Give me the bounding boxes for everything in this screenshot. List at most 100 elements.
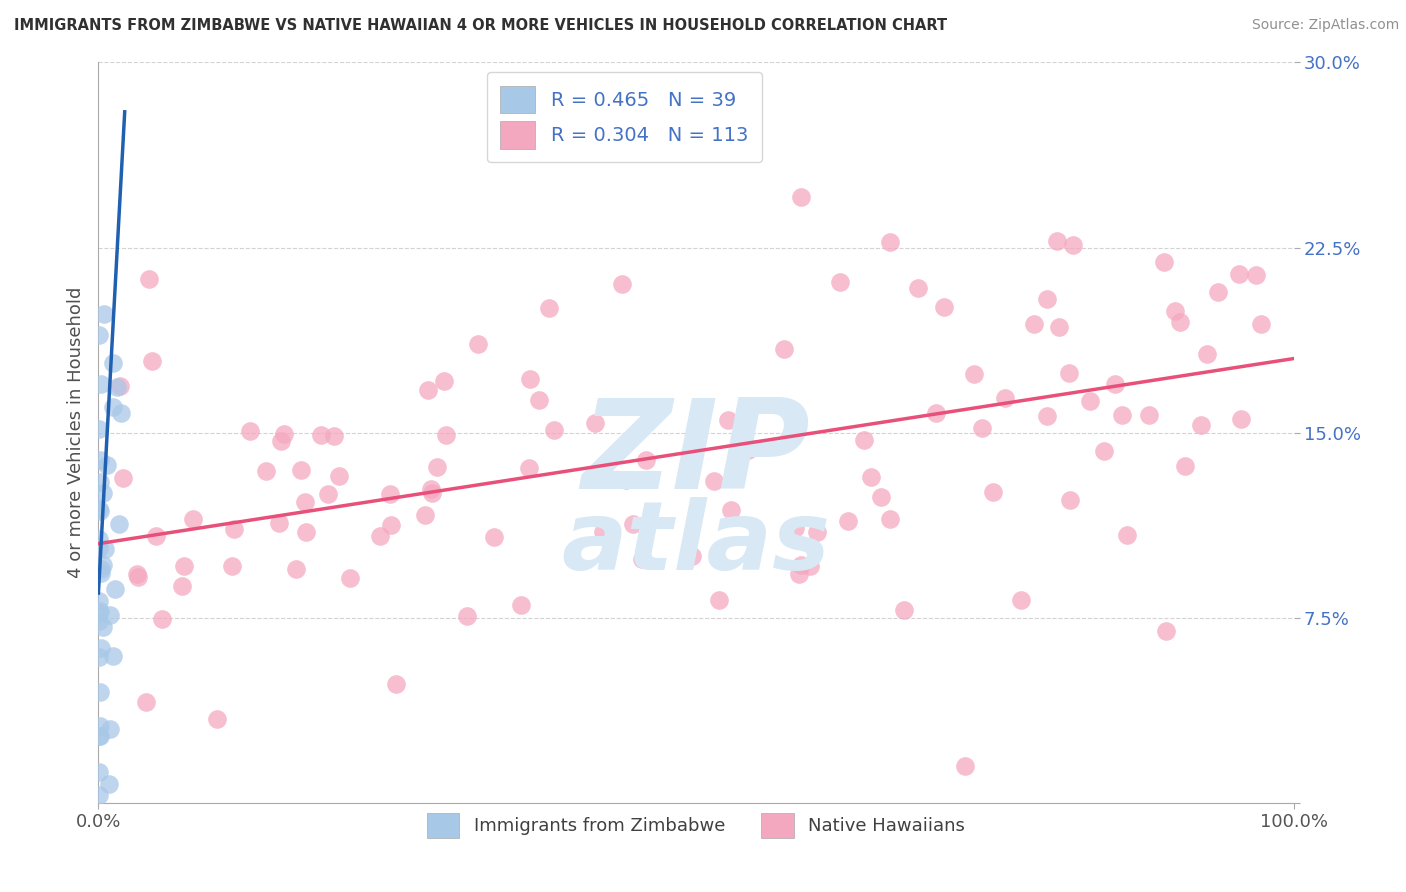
Point — [181, 512, 204, 526]
Point — [273, 426, 295, 441]
Point — [994, 391, 1017, 405]
Point — [127, 570, 149, 584]
Point — [592, 524, 614, 539]
Point — [87, 532, 110, 546]
Point — [89, 452, 111, 467]
Point — [100, 723, 122, 737]
Point — [484, 530, 506, 544]
Point — [879, 235, 901, 249]
Point — [91, 620, 114, 634]
Point — [1246, 268, 1268, 282]
Point — [1059, 366, 1081, 380]
Point — [89, 504, 111, 518]
Point — [799, 559, 821, 574]
Point — [1189, 417, 1212, 432]
Point — [87, 422, 110, 436]
Point — [89, 604, 111, 618]
Point — [1164, 303, 1187, 318]
Legend: Immigrants from Zimbabwe, Native Hawaiians: Immigrants from Zimbabwe, Native Hawaiia… — [419, 805, 973, 846]
Point — [89, 615, 111, 629]
Point — [89, 789, 111, 803]
Point — [1153, 255, 1175, 269]
Point — [108, 379, 131, 393]
Point — [138, 272, 160, 286]
Point — [420, 486, 443, 500]
Y-axis label: 4 or more Vehicles in Household: 4 or more Vehicles in Household — [66, 287, 84, 578]
Point — [1104, 377, 1126, 392]
Point — [150, 612, 173, 626]
Point — [527, 392, 550, 407]
Point — [239, 424, 262, 438]
Point — [612, 277, 634, 292]
Point — [127, 566, 149, 581]
Point — [1059, 492, 1081, 507]
Point — [433, 374, 456, 388]
Text: atlas: atlas — [561, 497, 831, 591]
Point — [221, 558, 243, 573]
Point — [830, 275, 852, 289]
Point — [309, 428, 332, 442]
Point — [426, 459, 449, 474]
Point — [89, 729, 111, 743]
Point — [1078, 394, 1101, 409]
Point — [787, 566, 810, 581]
Point — [860, 470, 883, 484]
Point — [89, 475, 111, 489]
Point — [108, 516, 131, 531]
Point — [295, 525, 318, 540]
Point — [1250, 317, 1272, 331]
Point — [925, 406, 948, 420]
Point — [543, 423, 565, 437]
Point — [783, 521, 806, 535]
Point — [1046, 234, 1069, 248]
Point — [870, 490, 893, 504]
Point — [1115, 528, 1137, 542]
Point — [98, 777, 121, 791]
Point — [1173, 459, 1195, 474]
Point — [87, 328, 110, 343]
Point — [636, 453, 658, 467]
Point — [170, 579, 193, 593]
Point — [270, 434, 292, 448]
Point — [720, 503, 742, 517]
Point — [953, 758, 976, 772]
Point — [285, 562, 308, 576]
Point — [368, 528, 391, 542]
Point — [135, 695, 157, 709]
Point — [1230, 411, 1253, 425]
Point — [456, 608, 478, 623]
Point — [1168, 315, 1191, 329]
Text: ZIP: ZIP — [582, 394, 810, 516]
Point — [1227, 267, 1250, 281]
Point — [318, 486, 340, 500]
Point — [89, 685, 111, 699]
Point — [93, 307, 115, 321]
Point — [1154, 624, 1177, 638]
Point — [907, 281, 929, 295]
Point — [385, 677, 408, 691]
Point — [90, 562, 112, 576]
Point — [621, 516, 644, 531]
Point — [294, 495, 316, 509]
Point — [205, 712, 228, 726]
Point — [413, 508, 436, 522]
Point — [717, 413, 740, 427]
Point — [790, 558, 813, 573]
Point — [583, 417, 606, 431]
Point — [87, 502, 110, 516]
Point — [772, 342, 794, 356]
Point — [879, 512, 901, 526]
Point — [87, 765, 110, 780]
Point — [963, 367, 986, 381]
Point — [837, 514, 859, 528]
Point — [105, 380, 128, 394]
Point — [1111, 408, 1133, 422]
Point — [89, 718, 111, 732]
Point — [681, 549, 703, 564]
Point — [87, 541, 110, 555]
Point — [91, 558, 114, 572]
Point — [1036, 292, 1059, 306]
Point — [89, 650, 111, 665]
Point — [707, 593, 730, 607]
Point — [90, 377, 112, 392]
